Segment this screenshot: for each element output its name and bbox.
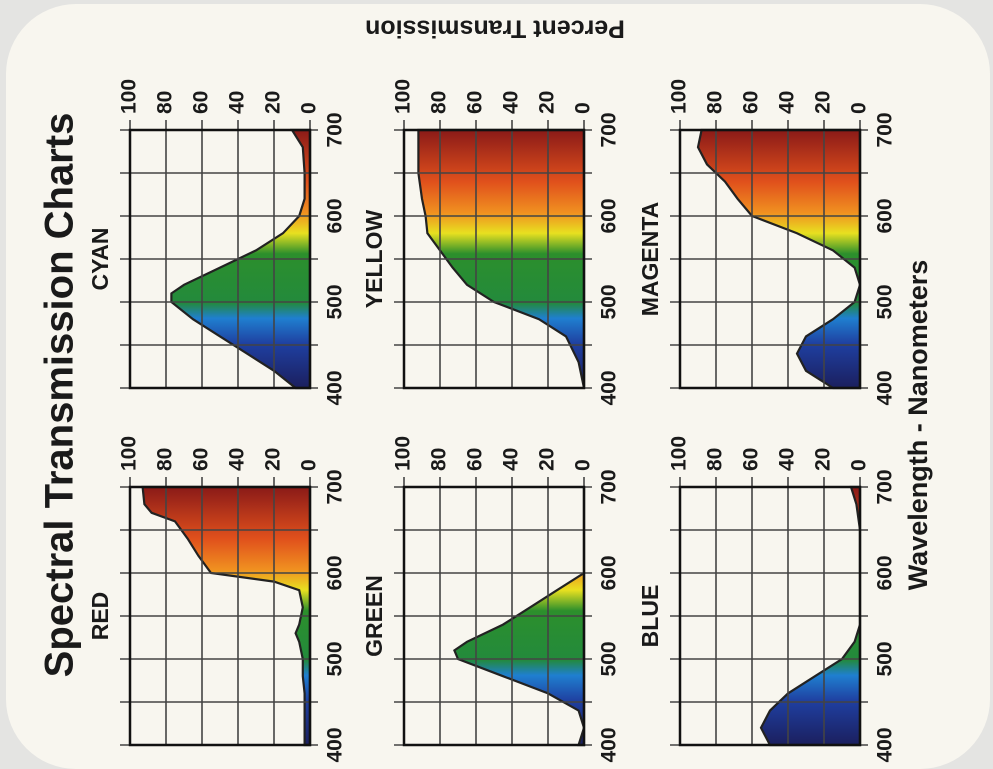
y-tick-label: 20 (262, 91, 285, 114)
panel-title: BLUE (637, 585, 663, 648)
x-tick-label: 700 (874, 112, 897, 147)
plot-frame (678, 485, 862, 747)
y-tick-label: 60 (740, 91, 763, 114)
x-tick-label: 700 (598, 469, 621, 504)
y-tick-label: 40 (776, 91, 799, 114)
y-tick-label: 40 (500, 91, 523, 114)
y-tick-label: 0 (848, 102, 871, 114)
page-title: Spectral Transmission Charts (38, 113, 82, 678)
y-tick-label: 20 (536, 91, 559, 114)
rotated-card-content: Spectral Transmission Charts Wavelength … (38, 14, 934, 762)
y-tick-label: 80 (428, 91, 451, 114)
y-tick-label: 20 (536, 448, 559, 471)
x-tick-label: 400 (324, 727, 347, 762)
x-tick-label: 500 (324, 284, 347, 319)
plot-frame (678, 128, 862, 390)
x-tick-label: 700 (324, 112, 347, 147)
panel-title: MAGENTA (637, 202, 663, 317)
x-tick-label: 700 (874, 469, 897, 504)
panel-title: YELLOW (361, 210, 387, 309)
y-tick-label: 0 (298, 459, 321, 471)
x-tick-label: 400 (598, 370, 621, 405)
y-tick-label: 100 (668, 79, 691, 114)
panel-title: GREEN (361, 575, 387, 657)
y-tick-label: 100 (118, 79, 141, 114)
x-tick-label: 500 (874, 284, 897, 319)
y-tick-label: 80 (704, 91, 727, 114)
plot-frame (402, 485, 586, 747)
y-tick-label: 60 (190, 448, 213, 471)
y-tick-label: 100 (392, 79, 415, 114)
y-tick-label: 80 (428, 448, 451, 471)
x-tick-label: 400 (324, 370, 347, 405)
y-tick-label: 60 (464, 91, 487, 114)
y-tick-label: 0 (572, 102, 595, 114)
x-tick-label: 500 (874, 641, 897, 676)
x-tick-label: 500 (598, 284, 621, 319)
y-tick-label: 0 (298, 102, 321, 114)
panel-title: RED (87, 592, 113, 641)
x-tick-label: 600 (324, 555, 347, 590)
x-tick-label: 700 (598, 112, 621, 147)
x-tick-label: 600 (324, 198, 347, 233)
x-tick-label: 400 (874, 727, 897, 762)
x-tick-label: 700 (324, 469, 347, 504)
y-tick-label: 80 (154, 91, 177, 114)
y-tick-label: 0 (848, 459, 871, 471)
y-tick-label: 100 (118, 436, 141, 471)
plot-frame (128, 485, 312, 747)
y-tick-label: 60 (740, 448, 763, 471)
y-tick-label: 60 (464, 448, 487, 471)
y-tick-label: 20 (812, 448, 835, 471)
y-axis-label: Percent Transmission (365, 14, 625, 42)
y-tick-label: 40 (500, 448, 523, 471)
x-tick-label: 500 (598, 641, 621, 676)
x-tick-label: 500 (324, 641, 347, 676)
x-tick-label: 600 (874, 198, 897, 233)
y-tick-label: 20 (812, 91, 835, 114)
y-tick-label: 100 (668, 436, 691, 471)
panel-title: CYAN (87, 227, 113, 290)
y-tick-label: 40 (776, 448, 799, 471)
y-tick-label: 100 (392, 436, 415, 471)
y-tick-label: 80 (154, 448, 177, 471)
y-tick-label: 60 (190, 91, 213, 114)
plot-frame (128, 128, 312, 390)
x-tick-label: 400 (874, 370, 897, 405)
y-tick-label: 80 (704, 448, 727, 471)
x-tick-label: 600 (598, 555, 621, 590)
y-tick-label: 40 (226, 91, 249, 114)
plot-frame (402, 128, 586, 390)
x-tick-label: 600 (874, 555, 897, 590)
x-tick-label: 400 (598, 727, 621, 762)
y-tick-label: 20 (262, 448, 285, 471)
x-axis-label: Wavelength - Nanometers (903, 260, 933, 591)
transmission-area (141, 485, 312, 747)
x-tick-label: 600 (598, 198, 621, 233)
y-tick-label: 0 (572, 459, 595, 471)
y-tick-label: 40 (226, 448, 249, 471)
